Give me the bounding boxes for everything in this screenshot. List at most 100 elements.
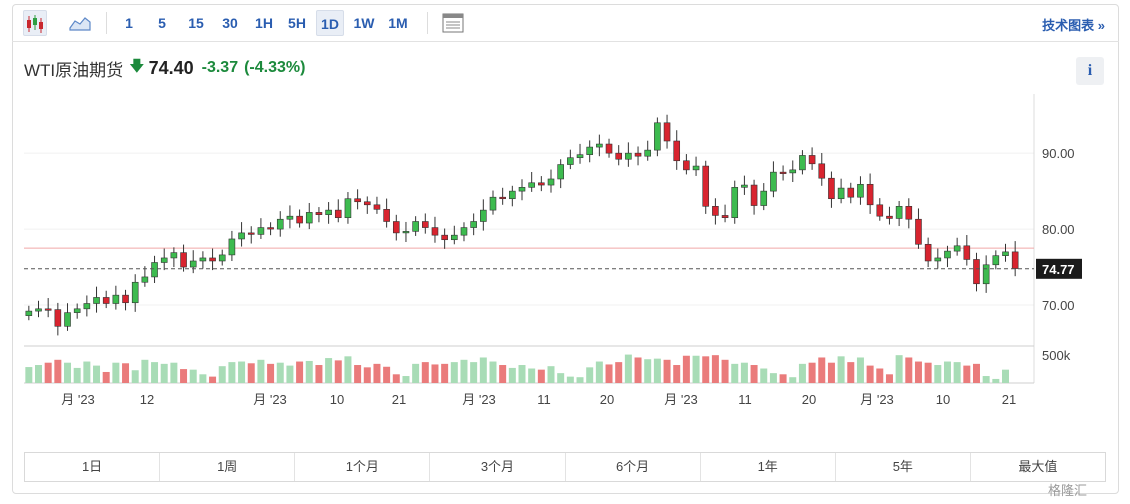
- range-max[interactable]: 最大值: [1018, 459, 1058, 474]
- interval-5[interactable]: 5: [158, 15, 166, 31]
- volume-bar: [953, 362, 961, 383]
- candle-body: [837, 187, 845, 200]
- instrument-header: WTI原油期货 🡇 74.40 -3.37 (-4.33%): [24, 56, 305, 80]
- volume-bar: [315, 365, 323, 383]
- volume-bar: [460, 359, 468, 383]
- volume-bar: [595, 361, 603, 383]
- volume-bar: [750, 365, 758, 383]
- volume-bar: [373, 363, 381, 383]
- candle-body: [779, 171, 787, 174]
- candle-body: [180, 252, 187, 268]
- candle-body: [547, 178, 555, 186]
- candle-body: [528, 182, 535, 188]
- candle-body: [992, 255, 1000, 266]
- volume-bar: [392, 374, 400, 383]
- range-1m[interactable]: 1个月: [295, 453, 431, 481]
- volume-bar: [721, 359, 729, 383]
- price-change: -3.37: [201, 59, 239, 76]
- candle-body: [334, 209, 342, 219]
- volume-bar: [972, 363, 980, 383]
- candle-body: [557, 164, 564, 180]
- volume-bar: [1001, 369, 1009, 383]
- candle-body: [625, 152, 632, 160]
- x-tick-label: 11: [738, 392, 752, 407]
- volume-bar: [982, 376, 990, 383]
- candle-body: [596, 143, 603, 148]
- area-chart-icon[interactable]: [68, 10, 92, 36]
- volume-bar: [856, 357, 864, 383]
- interval-1h[interactable]: 1H: [255, 15, 273, 31]
- candle-body: [141, 276, 149, 283]
- x-tick-label: 月 '23: [462, 392, 496, 407]
- candle-body: [634, 152, 642, 157]
- volume-bar: [779, 374, 787, 383]
- x-tick-label: 月 '23: [664, 392, 698, 407]
- candle-body: [305, 212, 313, 224]
- volume-bar: [837, 356, 845, 383]
- candle-body: [760, 190, 768, 206]
- range-5y[interactable]: 5年: [836, 453, 971, 481]
- volume-bar: [199, 374, 207, 383]
- candle-body: [480, 209, 487, 222]
- volume-bar: [489, 361, 497, 383]
- candle-body: [122, 294, 129, 304]
- candle-body: [93, 297, 100, 304]
- volume-bar: [905, 357, 913, 383]
- volume-bar: [692, 355, 700, 383]
- candle-body: [576, 154, 584, 159]
- candle-body: [247, 232, 255, 235]
- candle-body: [567, 157, 574, 165]
- interval-1d[interactable]: 1D: [316, 10, 344, 36]
- candle-body: [973, 259, 980, 285]
- volume-bar: [64, 362, 72, 383]
- volume-bar: [992, 378, 1000, 383]
- technical-chart-link[interactable]: 技术图表 »: [1042, 18, 1105, 33]
- candlestick-icon[interactable]: [23, 10, 47, 36]
- volume-bar: [769, 373, 777, 383]
- candle-body: [721, 215, 729, 219]
- volume-bar: [189, 369, 197, 383]
- candle-body: [373, 204, 381, 210]
- interval-1w[interactable]: 1W: [353, 15, 375, 31]
- volume-bar: [383, 366, 391, 383]
- candle-body: [102, 297, 110, 304]
- volume-bar: [276, 362, 284, 383]
- range-6m[interactable]: 6个月: [566, 453, 701, 481]
- volume-bar: [479, 357, 487, 383]
- info-icon[interactable]: i: [1076, 57, 1104, 85]
- watermark: 格隆汇: [1048, 483, 1088, 498]
- range-1d[interactable]: 1日: [25, 453, 161, 481]
- volume-bar: [209, 376, 217, 383]
- candle-body: [276, 218, 284, 230]
- volume-bar: [354, 365, 362, 383]
- volume-bar: [798, 363, 806, 383]
- volume-tick-label: 500k: [1042, 348, 1071, 363]
- candle-body: [470, 221, 477, 228]
- volume-bar: [827, 362, 835, 383]
- interval-15[interactable]: 15: [188, 15, 204, 31]
- candle-body: [1011, 251, 1019, 269]
- interval-1[interactable]: 1: [125, 15, 133, 31]
- candle-body: [286, 215, 294, 220]
- range-1w[interactable]: 1周: [160, 453, 296, 481]
- volume-bar: [73, 367, 81, 383]
- interval-1m[interactable]: 1M: [388, 15, 408, 31]
- volume-bar: [441, 363, 449, 383]
- range-3m[interactable]: 3个月: [430, 453, 566, 481]
- table-view-icon[interactable]: [441, 10, 465, 36]
- candle-body: [112, 294, 120, 304]
- candle-body: [886, 215, 893, 219]
- interval-30[interactable]: 30: [222, 15, 238, 31]
- candle-body: [363, 201, 371, 206]
- interval-5h[interactable]: 5H: [288, 15, 306, 31]
- x-tick-label: 12: [140, 392, 154, 407]
- arrow-down-icon: 🡇: [129, 57, 145, 75]
- range-1y[interactable]: 1年: [701, 453, 836, 481]
- x-tick-label: 21: [1002, 392, 1016, 407]
- x-tick-label: 月 '23: [253, 392, 287, 407]
- volume-bar: [557, 373, 565, 383]
- volume-bar: [421, 362, 429, 383]
- volume-bar: [151, 362, 159, 383]
- volume-bar: [605, 364, 613, 383]
